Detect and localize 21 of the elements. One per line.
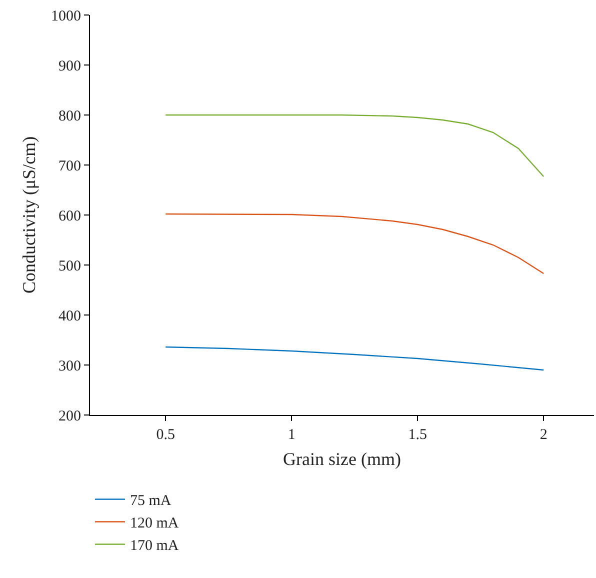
- line-series: [165, 346, 544, 371]
- x-tick-label: 2: [540, 427, 548, 443]
- y-tick-label: 500: [58, 258, 81, 274]
- y-tick-label: 700: [58, 158, 81, 174]
- y-tick-label: 600: [58, 208, 81, 224]
- line-series: [165, 213, 544, 274]
- y-axis-title: Conductivity (μS/cm): [19, 136, 40, 294]
- legend-label: 75 mA: [130, 493, 172, 510]
- x-axis-title: Grain size (mm): [283, 449, 401, 470]
- y-tick-label: 800: [58, 108, 81, 124]
- y-tick-label: 300: [58, 358, 81, 374]
- line-series: [165, 114, 544, 178]
- x-tick-label: 0.5: [156, 427, 175, 443]
- legend-label: 170 mA: [130, 538, 179, 554]
- x-tick-label: 1.5: [408, 427, 427, 443]
- x-tick-label: 1: [288, 427, 296, 443]
- legend-label: 120 mA: [130, 516, 179, 532]
- y-tick-label: 200: [58, 408, 81, 424]
- y-tick-label: 900: [58, 58, 81, 74]
- y-tick-label: 400: [58, 308, 81, 324]
- y-tick-label: 1000: [51, 8, 81, 24]
